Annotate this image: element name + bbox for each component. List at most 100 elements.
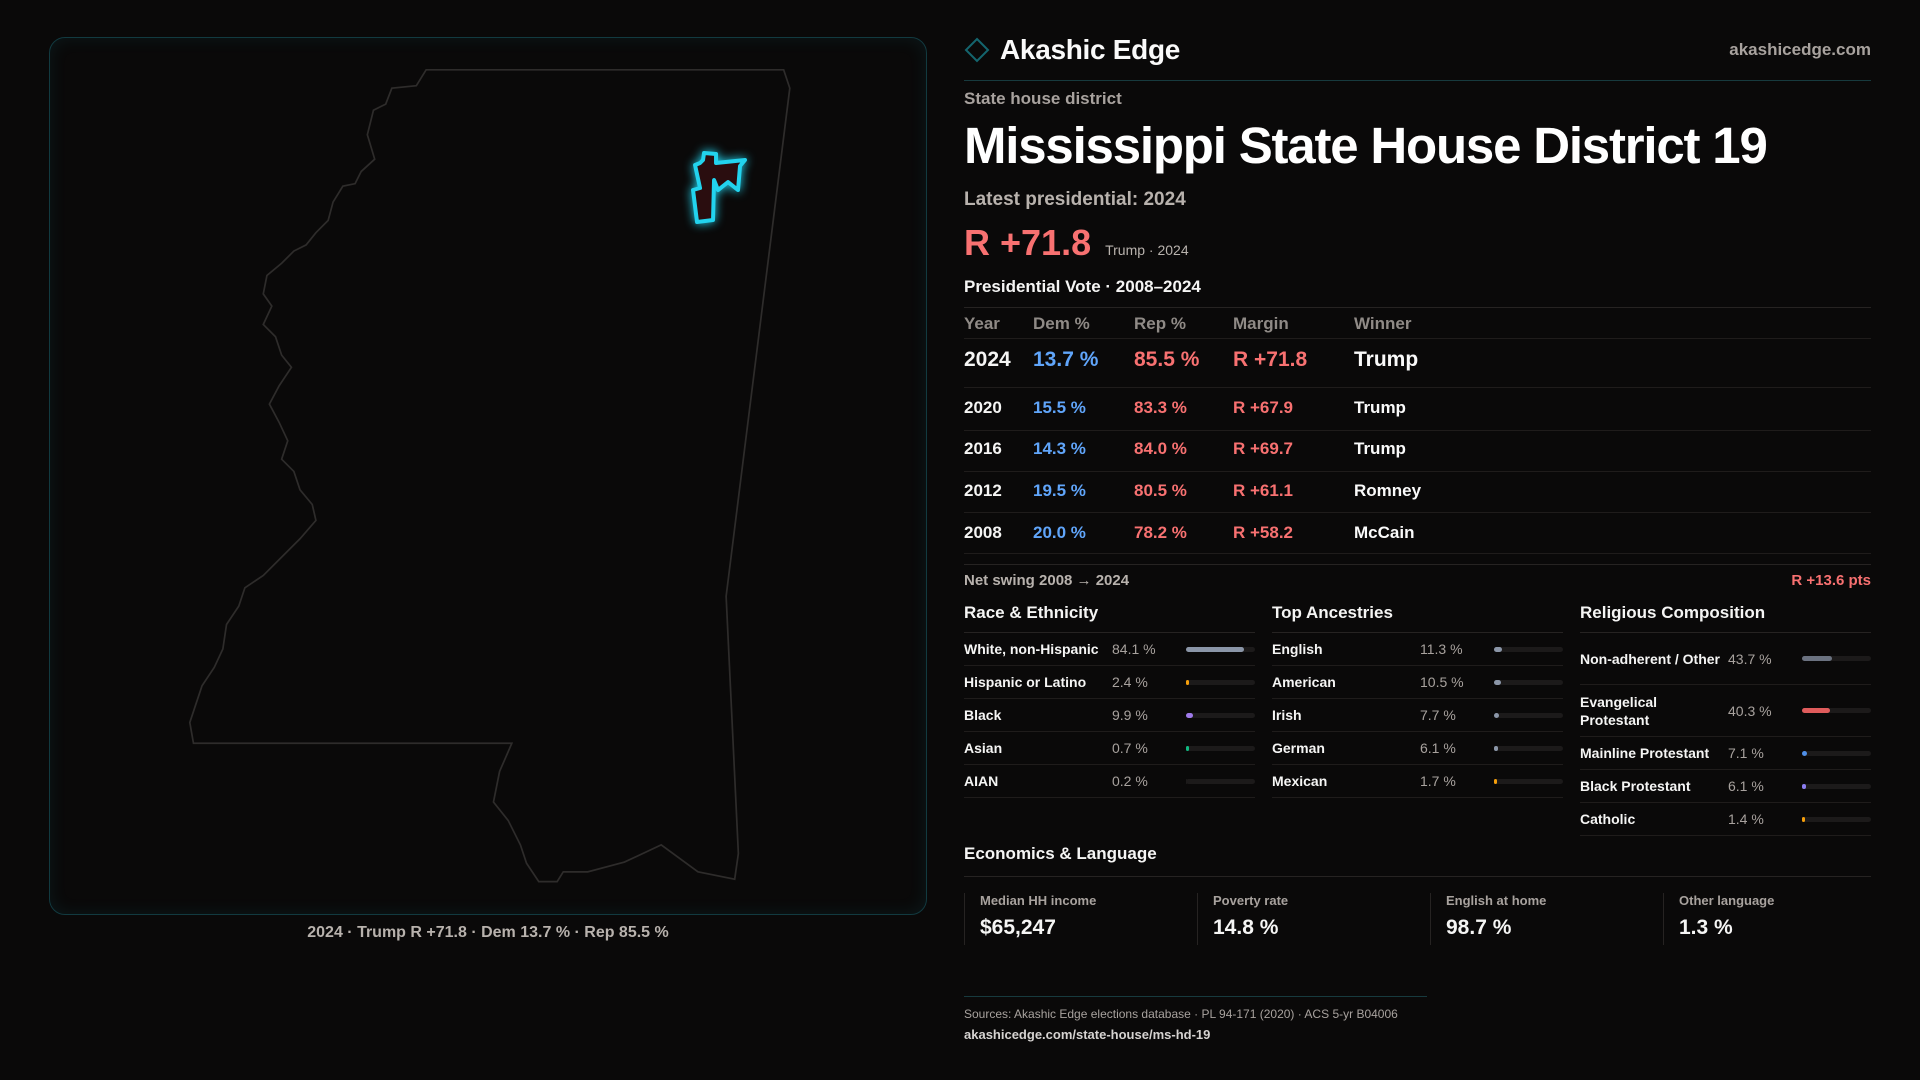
- stat-value: 0.2 %: [1112, 773, 1148, 789]
- page-title: Mississippi State House District 19: [964, 117, 1768, 174]
- col-winner: Winner: [1354, 314, 1412, 333]
- cell-rep: 80.5 %: [1134, 481, 1187, 500]
- stat-bar: [1494, 745, 1563, 751]
- econ-value: 98.7 %: [1446, 916, 1512, 939]
- cell-winner: Trump: [1354, 348, 1419, 371]
- map-panel[interactable]: [49, 37, 927, 915]
- stat-bar: [1186, 712, 1255, 718]
- stat-bar-fill: [1494, 712, 1500, 718]
- cell-margin: R +67.9: [1233, 398, 1294, 417]
- stat-row: Asian 0.7 %: [964, 732, 1255, 765]
- section-title: Race & Ethnicity: [964, 600, 1255, 633]
- cell-rep: 83.3 %: [1134, 398, 1187, 417]
- stat-label: German: [1272, 740, 1325, 756]
- stat-bar-fill: [1186, 679, 1189, 685]
- stat-bar: [1494, 679, 1563, 685]
- row-divider: [964, 338, 1871, 339]
- site-link[interactable]: akashicedge.com: [1729, 40, 1871, 59]
- latest-presidential: Latest presidential: 2024: [964, 189, 1186, 210]
- stat-value: 2.4 %: [1112, 674, 1148, 690]
- stat-label: AIAN: [964, 773, 999, 789]
- brand-name: Akashic Edge: [1000, 34, 1181, 65]
- margin-subtitle: Trump · 2024: [1105, 242, 1189, 258]
- cell-margin: R +71.8: [1233, 348, 1308, 371]
- section-1: Top Ancestries English 11.3 % American 10.5 …: [1272, 600, 1563, 798]
- stat-row: Hispanic or Latino 2.4 %: [964, 666, 1255, 699]
- stat-value: 7.7 %: [1420, 707, 1456, 723]
- stat-bar-fill: [1802, 816, 1805, 822]
- diamond-logo-icon: [964, 37, 990, 63]
- stat-bar: [1494, 778, 1563, 784]
- stat-bar: [1494, 646, 1563, 652]
- econ-value: $65,247: [980, 916, 1056, 939]
- divider: [964, 564, 1871, 565]
- footer-divider: [964, 996, 1427, 997]
- stat-value: 9.9 %: [1112, 707, 1148, 723]
- cell-year: 2024: [964, 348, 1011, 371]
- stat-label: Hispanic or Latino: [964, 674, 1087, 690]
- econ-value: 14.8 %: [1213, 916, 1279, 939]
- stat-row: English 11.3 %: [1272, 633, 1563, 666]
- stat-bar: [1186, 679, 1255, 685]
- cell-margin: R +61.1: [1233, 481, 1294, 500]
- col-margin: Margin: [1233, 314, 1289, 333]
- cell-margin: R +58.2: [1233, 523, 1294, 542]
- stat-bar-fill: [1802, 656, 1833, 661]
- stat-label: Asian: [964, 740, 1003, 756]
- stat-value: 10.5 %: [1420, 674, 1464, 690]
- stat-bar-fill: [1802, 708, 1830, 713]
- stat-label: Mainline Protestant: [1580, 745, 1710, 761]
- stat-bar: [1802, 708, 1871, 713]
- stat-label: Black Protestant: [1580, 778, 1691, 794]
- net-swing-label: Net swing 2008 → 2024: [964, 572, 1130, 589]
- stat-bar: [1802, 750, 1871, 756]
- economics-title: Economics & Language: [964, 844, 1157, 863]
- district-type: State house district: [964, 89, 1122, 108]
- stat-value: 11.3 %: [1420, 641, 1463, 657]
- margin-value: R +71.8: [964, 222, 1092, 263]
- stat-row: American 10.5 %: [1272, 666, 1563, 699]
- stat-bar: [1802, 783, 1871, 789]
- row-divider: [964, 512, 1871, 513]
- econ-card: Other language 1.3 %: [1663, 893, 1895, 945]
- stat-row: Catholic 1.4 %: [1580, 803, 1871, 836]
- stat-value: 6.1 %: [1728, 778, 1764, 794]
- cell-rep: 78.2 %: [1134, 523, 1187, 542]
- stat-label: Mexican: [1272, 773, 1328, 789]
- stat-label: Black: [964, 707, 1002, 723]
- stat-value: 1.7 %: [1420, 773, 1456, 789]
- cell-year: 2020: [964, 398, 1002, 417]
- stat-row: Evangelical Protestant 40.3 %: [1580, 685, 1871, 737]
- stat-bar: [1494, 712, 1563, 718]
- stat-bar-fill: [1494, 646, 1502, 652]
- stat-row: Irish 7.7 %: [1272, 699, 1563, 732]
- stat-bar-fill: [1186, 712, 1193, 718]
- stat-row: White, non-Hispanic 84.1 %: [964, 633, 1255, 666]
- cell-rep: 84.0 %: [1134, 439, 1187, 458]
- econ-card: Poverty rate 14.8 %: [1197, 893, 1429, 945]
- section-title: Religious Composition: [1580, 600, 1871, 633]
- stat-bar: [1186, 745, 1255, 751]
- econ-card: English at home 98.7 %: [1430, 893, 1662, 945]
- stat-label: White, non-Hispanic: [964, 641, 1099, 657]
- econ-label: Other language: [1679, 893, 1775, 908]
- cell-winner: McCain: [1354, 523, 1415, 542]
- sources: Sources: Akashic Edge elections database…: [964, 1007, 1398, 1021]
- section-2: Religious Composition Non-adherent / Othe…: [1580, 600, 1871, 836]
- stat-bar-fill: [1186, 745, 1189, 751]
- cell-winner: Trump: [1354, 439, 1406, 458]
- section-title: Top Ancestries: [1272, 600, 1563, 633]
- page-url[interactable]: akashicedge.com/state-house/ms-hd-19: [964, 1027, 1211, 1042]
- brand[interactable]: Akashic Edge: [964, 34, 1180, 66]
- stat-label: Evangelical Protestant: [1580, 693, 1658, 728]
- cell-dem: 19.5 %: [1033, 481, 1086, 500]
- stat-label: American: [1272, 674, 1336, 690]
- econ-value: 1.3 %: [1679, 916, 1733, 939]
- stat-value: 43.7 %: [1728, 650, 1772, 667]
- stat-value: 40.3 %: [1728, 702, 1772, 719]
- stat-label: Irish: [1272, 707, 1302, 723]
- row-divider: [964, 553, 1871, 554]
- stat-row: Black 9.9 %: [964, 699, 1255, 732]
- stat-row: Mainline Protestant 7.1 %: [1580, 737, 1871, 770]
- cell-dem: 20.0 %: [1033, 523, 1086, 542]
